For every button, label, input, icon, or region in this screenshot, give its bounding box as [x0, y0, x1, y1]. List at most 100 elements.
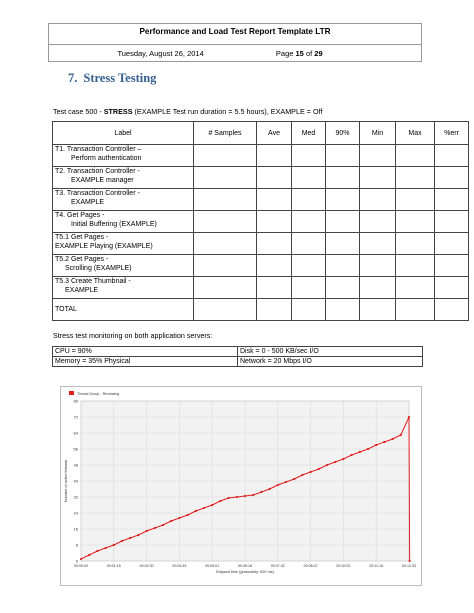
data-point [399, 433, 402, 437]
cell [325, 144, 360, 167]
cell [434, 276, 469, 299]
cell [193, 298, 257, 321]
cell [256, 188, 292, 211]
cell [434, 188, 469, 211]
col-header: %err [434, 121, 469, 145]
row-label-line1: T4. Get Pages - [55, 212, 105, 219]
data-point [334, 460, 337, 464]
x-tick-label: 00:10:02 [336, 564, 350, 568]
data-point [309, 470, 312, 474]
data-point [161, 523, 165, 527]
y-tick-label: 40 [74, 478, 79, 483]
row-label-line1: T1. Transaction Controller – [55, 146, 142, 153]
row-label-line2: Scrolling (EXAMPLE) [65, 265, 132, 272]
data-point [104, 546, 107, 550]
cell [434, 166, 469, 189]
cell [291, 166, 326, 189]
cell [359, 254, 396, 277]
series-line [80, 416, 411, 562]
data-point [129, 536, 132, 540]
test-case-caption: Test case 500 - STRESS (EXAMPLE Test run… [53, 107, 322, 116]
data-point [96, 549, 99, 553]
cell [395, 276, 435, 299]
col-header: Ave [256, 121, 292, 145]
data-point [383, 440, 386, 444]
cell [325, 232, 360, 255]
page-of: of [303, 49, 315, 58]
col-header: Max [395, 121, 435, 145]
table-row: T1. Transaction Controller – Perform auth… [52, 144, 469, 167]
x-tick-label: 00:12:33 [402, 564, 416, 568]
data-point [170, 519, 173, 523]
table-total-row: TOTAL [52, 298, 469, 321]
data-point [88, 553, 91, 557]
header-date: Tuesday, August 26, 2014 [117, 49, 204, 58]
x-tick-label: 00:01:15 [107, 564, 121, 568]
cell [395, 144, 435, 167]
table-row: T5.3 Create Thumbnail - EXAMPLE [52, 276, 469, 299]
data-point [366, 447, 370, 451]
threads-chart: Thread Group - Reviewing 0 8 16 24 32 40 48 56 64… [60, 386, 422, 586]
data-point [407, 415, 411, 419]
x-tick-label: 00:05:01 [205, 564, 219, 568]
cell [256, 276, 292, 299]
page-total: 29 [314, 49, 323, 58]
row-label: T3. Transaction Controller - EXAMPLE [52, 188, 194, 211]
cell [193, 232, 257, 255]
caption-after: (EXAMPLE Test run duration = 5.5 hours),… [132, 107, 323, 116]
cell [193, 144, 257, 167]
row-label: T4. Get Pages - Initial Buffering (EXAMPL… [52, 210, 194, 233]
cell [325, 298, 360, 321]
cell [434, 298, 469, 321]
table-row: T4. Get Pages - Initial Buffering (EXAMPL… [52, 210, 469, 233]
x-tick-label: 00:00:00 [74, 564, 88, 568]
cell [434, 210, 469, 233]
data-point [408, 559, 411, 563]
cell [291, 298, 326, 321]
cell [193, 276, 257, 299]
cell [256, 144, 292, 167]
cell [395, 298, 435, 321]
row-label-line2: EXAMPLE [71, 199, 105, 206]
y-tick-label: 72 [74, 414, 79, 419]
y-tick-label: 32 [74, 494, 79, 499]
total-label: TOTAL [52, 298, 194, 321]
cell [256, 298, 292, 321]
data-point [375, 443, 378, 447]
page-prefix: Page [275, 49, 296, 58]
data-point [268, 487, 271, 491]
x-tick-label: 00:11:18 [369, 564, 383, 568]
row-label-line1: T3. Transaction Controller - [55, 190, 140, 197]
table-row: CPU = 90% Disk = 0 - 500 KB/sec I/O [52, 346, 423, 357]
page-current: 15 [295, 49, 304, 58]
data-point [145, 529, 148, 533]
cell [325, 188, 360, 211]
col-header: Med [291, 121, 326, 145]
col-header: # Samples [193, 121, 257, 145]
cell [193, 254, 257, 277]
x-tick-label: 00:06:18 [238, 564, 252, 568]
row-label: T5.1 Get Pages - EXAMPLE Playing (EXAMPLE… [52, 232, 194, 255]
cell [395, 232, 435, 255]
y-tick-label: 0 [76, 558, 79, 563]
table-row: T3. Transaction Controller - EXAMPLE [52, 188, 469, 211]
y-tick-label: 64 [74, 430, 79, 435]
table-row: Memory = 35% Physical Network = 20 Mbps … [52, 356, 423, 367]
data-point [317, 467, 320, 471]
row-label: T1. Transaction Controller – Perform auth… [52, 144, 194, 167]
cell [359, 166, 396, 189]
cell [395, 210, 435, 233]
x-tick-label: 00:08:47 [304, 564, 318, 568]
y-tick-label: 24 [74, 510, 79, 515]
cell [291, 188, 326, 211]
cell [359, 276, 396, 299]
monitoring-table: CPU = 90% Disk = 0 - 500 KB/sec I/O Memo… [52, 346, 423, 367]
row-label-line2: EXAMPLE manager [71, 177, 134, 184]
row-label: T5.2 Get Pages - Scrolling (EXAMPLE) [52, 254, 194, 277]
results-table: Label # Samples Ave Med 90% Min Max %err… [52, 121, 469, 321]
row-label-line1: T5.3 Create Thumbnail - [55, 278, 131, 285]
data-point [112, 543, 115, 547]
col-header: Min [359, 121, 396, 145]
table-header-row: Label # Samples Ave Med 90% Min Max %err [52, 121, 469, 145]
row-label-line1: T5.1 Get Pages - [55, 234, 109, 241]
